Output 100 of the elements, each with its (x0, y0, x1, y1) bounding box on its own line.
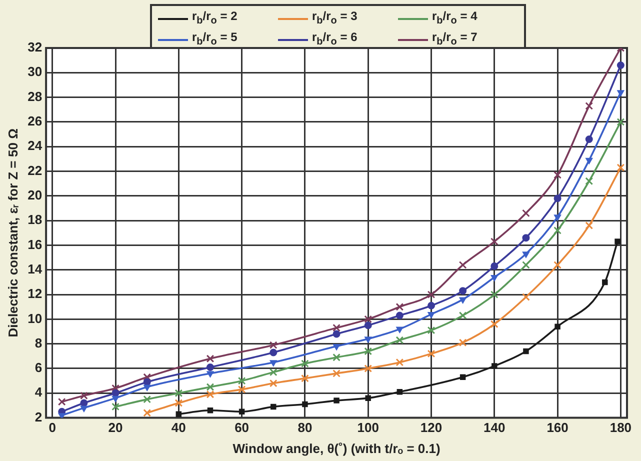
point (554, 261, 562, 269)
point (522, 234, 530, 242)
legend-label: r$_{b}$/r$_{o}$ = 2 (192, 8, 238, 28)
point (302, 401, 308, 408)
y-tick-label: 4 (34, 384, 43, 400)
point (58, 413, 66, 418)
point (270, 360, 277, 366)
point (80, 392, 88, 400)
y-axis-title: Dielectric constant, εᵣ for Z = 50 Ω (5, 128, 20, 338)
point (396, 389, 403, 395)
x-tick-label: 20 (108, 420, 123, 436)
point (238, 386, 246, 394)
y-tick-label: 16 (28, 236, 42, 252)
point (301, 360, 309, 368)
point (396, 326, 404, 333)
point (554, 194, 562, 202)
point (458, 261, 467, 269)
point (174, 399, 183, 407)
point (143, 378, 151, 386)
point (585, 222, 594, 230)
x-tick-label: 180 (610, 420, 632, 436)
point (143, 408, 152, 417)
point (616, 62, 624, 70)
point (554, 171, 562, 179)
legend-label: r$_{b}$/r$_{o}$ = 3 (312, 8, 358, 28)
point (602, 279, 608, 286)
y-tick-label: 12 (28, 286, 42, 302)
point (112, 384, 120, 392)
point (458, 338, 467, 347)
legend-label: r$_{b}$/r$_{o}$ = 6 (312, 29, 358, 50)
point (427, 326, 436, 334)
point (364, 347, 372, 356)
point (238, 376, 246, 385)
point (333, 344, 340, 350)
point (144, 384, 150, 391)
y-tick-label: 30 (28, 64, 42, 80)
point (617, 90, 624, 96)
point (206, 390, 214, 398)
point (490, 320, 498, 328)
x-tick-label: 140 (484, 420, 506, 436)
y-tick-label: 6 (34, 360, 42, 376)
y-tick-label: 2 (34, 409, 42, 424)
point (332, 353, 340, 362)
x-tick-label: 100 (357, 420, 379, 436)
point (522, 261, 530, 269)
point (585, 102, 594, 110)
point (616, 164, 625, 172)
y-tick-label: 18 (28, 212, 42, 228)
point (206, 364, 214, 372)
point (332, 369, 340, 378)
point (332, 330, 340, 338)
point (427, 350, 436, 358)
point (176, 411, 182, 417)
point (554, 324, 560, 330)
point (396, 312, 404, 320)
point (459, 287, 467, 295)
point (174, 389, 183, 398)
point (427, 290, 436, 298)
legend-label: r$_{b}$/r$_{o}$ = 4 (432, 8, 478, 28)
point (112, 402, 120, 411)
point (112, 396, 119, 402)
point (206, 371, 214, 378)
point (396, 336, 404, 344)
point (492, 363, 498, 369)
point (269, 368, 278, 376)
x-tick-label: 120 (420, 420, 442, 436)
point (143, 373, 152, 382)
point (490, 238, 498, 246)
point (586, 158, 592, 164)
point (112, 389, 120, 397)
point (459, 297, 466, 304)
point (206, 354, 214, 363)
x-tick-label: 0 (48, 420, 56, 436)
point (491, 275, 498, 282)
y-tick-label: 32 (28, 40, 42, 55)
point (207, 408, 214, 414)
y-tick-label: 10 (28, 310, 42, 326)
point (364, 315, 372, 324)
point (206, 383, 214, 391)
x-axis-title: Window angle, θ(˚) (with t/rₒ = 0.1) (232, 440, 440, 456)
y-tick-label: 8 (34, 335, 42, 350)
point (334, 398, 340, 404)
point (269, 379, 278, 388)
point (301, 374, 309, 382)
point (460, 374, 466, 380)
point (143, 395, 152, 404)
point (365, 395, 371, 401)
point (238, 408, 245, 415)
point (490, 290, 498, 298)
point (554, 226, 562, 234)
point (80, 399, 88, 407)
y-tick-label: 20 (28, 188, 42, 202)
point (585, 135, 593, 143)
point (616, 118, 625, 126)
point (585, 177, 594, 186)
point (332, 324, 340, 332)
point (269, 341, 278, 350)
legend-label: r$_{b}$/r$_{o}$ = 7 (432, 29, 478, 50)
point (270, 404, 276, 410)
point (270, 348, 278, 356)
